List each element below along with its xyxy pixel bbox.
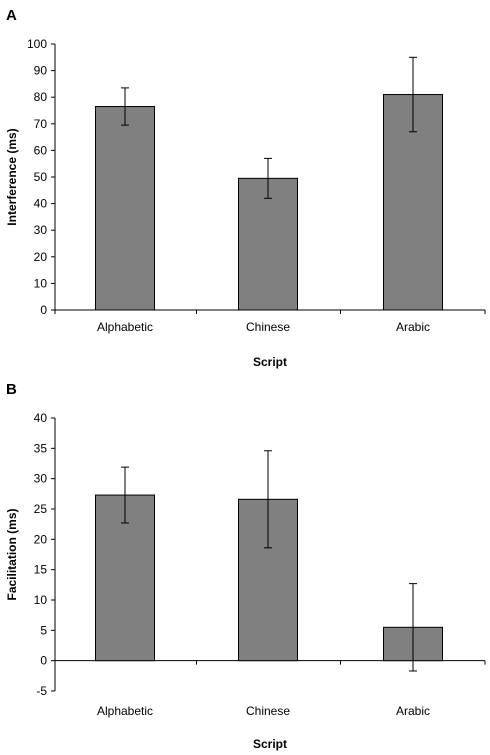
y-tick-label: 5 (40, 623, 47, 637)
x-axis-title: Script (253, 737, 287, 751)
y-axis-title: Interference (ms) (5, 128, 19, 225)
y-tick-label: 20 (34, 532, 48, 546)
y-tick-label: 10 (34, 276, 48, 290)
panel-label: A (6, 7, 17, 24)
x-tick-label: Chinese (246, 320, 290, 334)
x-tick-label: Alphabetic (97, 320, 153, 334)
y-tick-label: 60 (34, 143, 48, 157)
x-tick-label: Alphabetic (97, 704, 153, 718)
y-tick-label: 70 (34, 117, 48, 131)
y-tick-label: -5 (36, 684, 47, 698)
y-tick-label: 30 (34, 223, 48, 237)
y-tick-label: 10 (34, 593, 48, 607)
y-tick-label: 90 (34, 64, 48, 78)
y-tick-label: 20 (34, 250, 48, 264)
panel-a: A 0 10 20 30 40 50 60 70 80 90 100 Alphabetic Chinese… (5, 7, 486, 369)
y-tick-label: 0 (40, 303, 47, 317)
x-tick-label: Arabic (396, 320, 430, 334)
panel-b: B -5 0 5 10 15 20 25 30 35 40 Alphabetic Chinese Arab… (5, 381, 486, 751)
y-tick-label: 50 (34, 170, 48, 184)
y-tick-label: 40 (34, 197, 48, 211)
y-tick-label: 100 (27, 37, 47, 51)
y-tick-label: 0 (40, 654, 47, 668)
y-tick-label: 25 (34, 502, 48, 516)
x-tick-label: Arabic (396, 704, 430, 718)
bar-alphabetic (95, 106, 155, 311)
y-axis-title: Facilitation (ms) (5, 508, 19, 600)
y-tick-label: 40 (34, 411, 48, 425)
x-tick-label: Chinese (246, 704, 290, 718)
y-tick-label: 80 (34, 90, 48, 104)
y-tick-label: 35 (34, 441, 48, 455)
bar-chinese (238, 177, 298, 311)
x-axis-title: Script (253, 355, 287, 369)
panel-label: B (6, 381, 17, 398)
y-tick-label: 15 (34, 563, 48, 577)
y-tick-label: 30 (34, 472, 48, 486)
